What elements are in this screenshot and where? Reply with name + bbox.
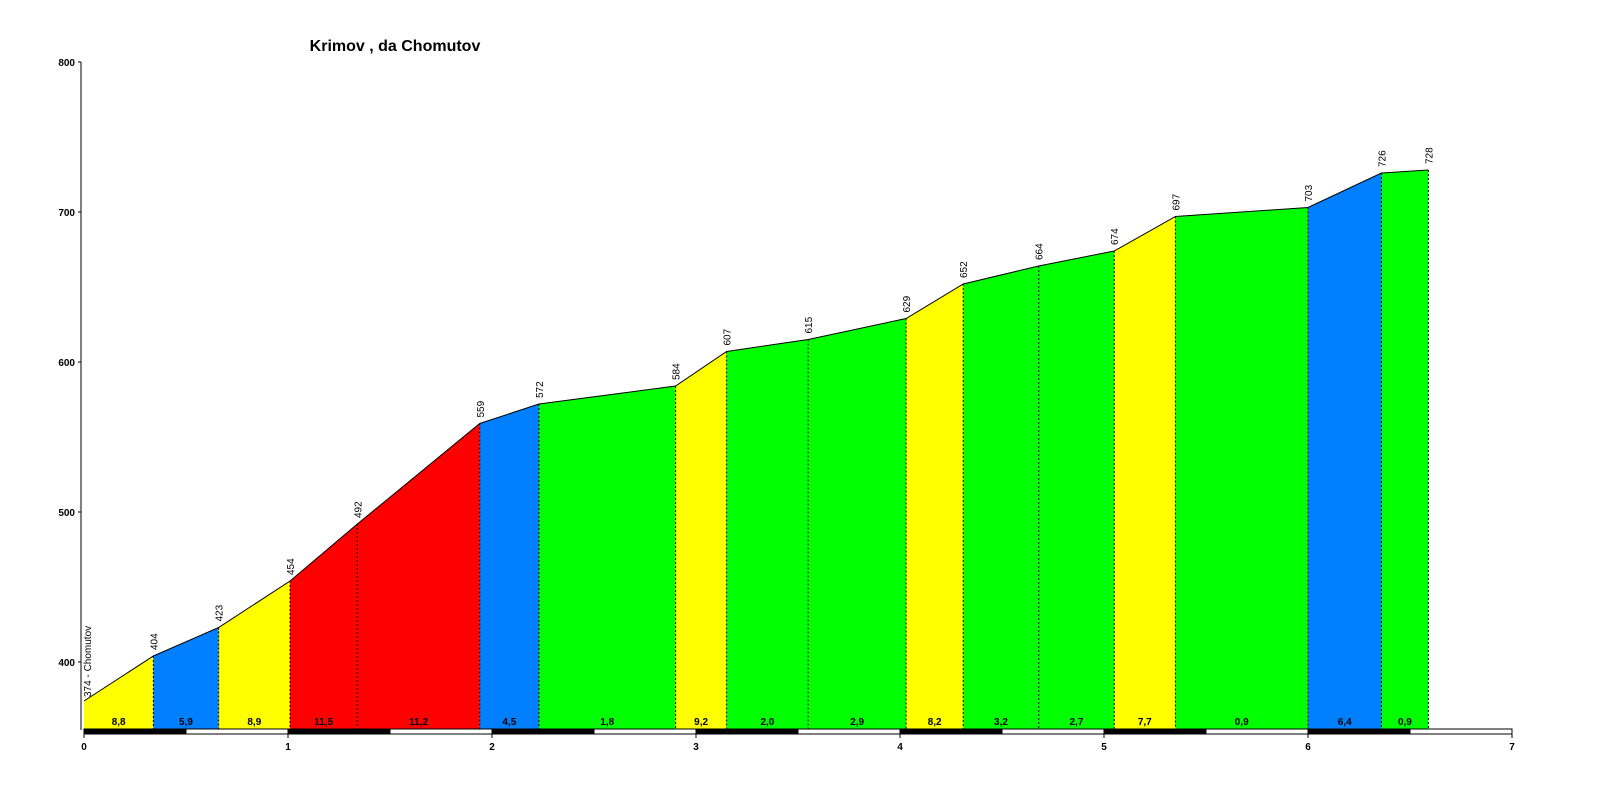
profile-line-layer: [83, 169, 1429, 702]
elevation-label: 584: [672, 363, 683, 380]
elevation-label: 492: [353, 501, 364, 518]
segments-layer: [84, 170, 1429, 730]
x-tick-label: 3: [693, 742, 699, 753]
gradient-label: 6,4: [1338, 717, 1352, 728]
gradient-label: 8,9: [247, 717, 261, 728]
elevation-label: 674: [1110, 228, 1121, 245]
segment-area: [1114, 216, 1176, 730]
x-tick-label: 1: [285, 742, 291, 753]
x-tick-label: 6: [1305, 742, 1311, 753]
start-elevation-label: 374 - Chomutov: [83, 626, 94, 697]
elevation-label: 726: [1377, 150, 1388, 167]
km-bar-segment: [1001, 728, 1105, 735]
elevation-label: 607: [723, 328, 734, 345]
elevation-label: 664: [1035, 243, 1046, 260]
elevation-label: 572: [535, 381, 546, 398]
elevation-label: 652: [959, 261, 970, 278]
elevation-label: 703: [1304, 184, 1315, 201]
y-tick-label: 500: [58, 508, 75, 519]
elevation-label: 615: [804, 316, 815, 333]
dividers-layer: [152, 170, 1429, 730]
gradient-label: 5,9: [179, 717, 193, 728]
y-tick-label: 400: [58, 658, 75, 669]
elevation-label: 454: [286, 558, 297, 575]
x-tick-label: 5: [1101, 742, 1107, 753]
segment-area: [675, 351, 727, 730]
y-tick-label: 700: [58, 208, 75, 219]
gradient-label: 1,8: [600, 717, 614, 728]
km-bar-segment: [1409, 728, 1513, 735]
elevation-label: 728: [1424, 147, 1435, 164]
elevation-label: 629: [902, 295, 913, 312]
km-bar-segment: [389, 728, 493, 735]
segment-area: [479, 404, 539, 730]
km-bar-segment: [491, 728, 595, 735]
chart-title: Krimov , da Chomutov: [309, 38, 481, 55]
x-tick-label: 4: [897, 742, 903, 753]
segment-area: [538, 386, 676, 730]
gradient-label: 4,5: [502, 717, 516, 728]
segment-area: [290, 524, 358, 730]
km-bar-segment: [83, 728, 187, 735]
gradient-label: 8,8: [112, 717, 126, 728]
km-bar-segment: [593, 728, 697, 735]
segment-area: [963, 266, 1039, 730]
km-bar-segment: [695, 728, 799, 735]
x-tick-label: 2: [489, 742, 495, 753]
axes-layer: 400 500 600 700 800 0 1 2 3 4 5 6 7: [58, 58, 1515, 753]
elevation-label: 404: [149, 633, 160, 650]
y-tick-label: 800: [58, 58, 75, 69]
segment-area: [84, 656, 154, 730]
gradient-label: 2,0: [760, 717, 774, 728]
y-tick-label: 600: [58, 358, 75, 369]
point-labels-layer: 374 - Chomutov 404 423 454 492 559 572 584 607 61…: [83, 147, 1435, 697]
x-tick-label: 7: [1509, 742, 1515, 753]
elevation-label: 559: [476, 400, 487, 417]
segment-area: [1175, 207, 1308, 730]
gradient-labels-layer: 8,8 5,9 8,9 11,5 11,2 4,5 1,8 9,2 2,0 2,9 8,2 3,2 2,…: [112, 717, 1413, 728]
gradient-label: 9,2: [694, 717, 708, 728]
gradient-label: 2,7: [1070, 717, 1084, 728]
segment-area: [726, 339, 809, 730]
segment-area: [1038, 251, 1115, 730]
segment-area: [153, 627, 219, 730]
segment-area: [1308, 173, 1382, 730]
x-tick-label: 0: [81, 742, 87, 753]
km-bar-segment: [1307, 728, 1411, 735]
gradient-label: 3,2: [994, 717, 1008, 728]
segment-area: [906, 284, 964, 730]
km-bar-segment: [899, 728, 1003, 735]
segment-area: [808, 318, 907, 730]
gradient-label: 11,5: [314, 717, 333, 728]
km-bar-segment: [1103, 728, 1207, 735]
gradient-label: 8,2: [928, 717, 942, 728]
segment-area: [1381, 170, 1429, 730]
segment-area: [357, 423, 480, 730]
km-bar-segment: [1205, 728, 1309, 735]
profile-line: [83, 169, 1429, 702]
elevation-label: 697: [1171, 193, 1182, 210]
km-bar-segment: [185, 728, 289, 735]
gradient-label: 11,2: [409, 717, 428, 728]
segment-area: [218, 581, 291, 730]
gradient-label: 2,9: [850, 717, 864, 728]
km-bar-segment: [287, 728, 391, 735]
gradient-label: 7,7: [1138, 717, 1152, 728]
gradient-label: 0,9: [1398, 717, 1412, 728]
elevation-label: 423: [215, 604, 226, 621]
gradient-label: 0,9: [1235, 717, 1249, 728]
km-bar-segment: [797, 728, 901, 735]
